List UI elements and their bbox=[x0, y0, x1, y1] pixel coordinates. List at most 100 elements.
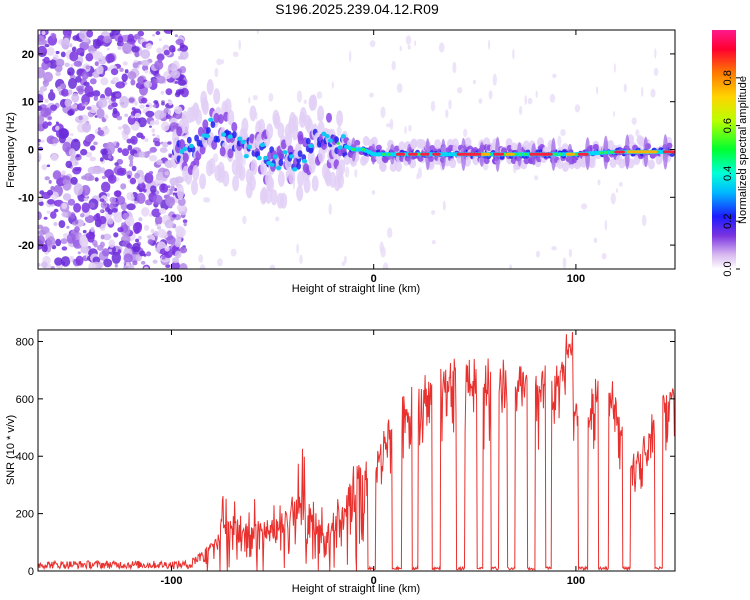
ridge-core bbox=[276, 165, 282, 171]
noise-blob bbox=[102, 43, 106, 46]
ridge-hot bbox=[480, 152, 491, 156]
faint-blob bbox=[343, 255, 347, 264]
faint-blob bbox=[404, 126, 407, 135]
faint-blob bbox=[349, 50, 352, 63]
colorbar-tick-label: 0.4 bbox=[722, 166, 734, 181]
ridge-blob bbox=[232, 175, 240, 192]
ridge-blob bbox=[280, 192, 288, 209]
noise-blob bbox=[81, 71, 89, 80]
noise-blob bbox=[116, 142, 120, 146]
noise-blob bbox=[64, 62, 70, 67]
ridge-blob bbox=[588, 158, 596, 169]
faint-blob bbox=[593, 237, 598, 244]
noise-blob bbox=[156, 134, 160, 139]
noise-blob bbox=[62, 193, 72, 201]
noise-blob bbox=[111, 208, 118, 213]
noise-blob bbox=[166, 230, 172, 237]
ridge-core bbox=[337, 145, 343, 150]
noise-blob bbox=[147, 239, 154, 245]
ridge-blob bbox=[288, 168, 296, 185]
ridge-core bbox=[240, 139, 246, 145]
noise-blob bbox=[61, 211, 69, 218]
noise-blob bbox=[121, 222, 125, 226]
noise-blob bbox=[136, 192, 146, 204]
noise-blob bbox=[134, 172, 141, 179]
ridge-blob bbox=[206, 127, 211, 134]
ridge-core bbox=[308, 143, 314, 149]
noise-blob bbox=[150, 228, 155, 234]
noise-blob bbox=[179, 44, 189, 52]
noise-blob bbox=[133, 201, 139, 205]
ridge-blob bbox=[303, 177, 311, 194]
ridge-blob bbox=[227, 109, 235, 126]
noise-blob bbox=[60, 51, 66, 58]
noise-blob bbox=[137, 117, 147, 128]
noise-blob bbox=[138, 235, 142, 240]
ridge-blob bbox=[647, 159, 655, 170]
noise-blob bbox=[84, 173, 93, 181]
noise-blob bbox=[55, 238, 62, 247]
faint-blob bbox=[574, 104, 581, 113]
faint-blob bbox=[431, 239, 436, 245]
noise-blob bbox=[89, 156, 97, 162]
noise-blob bbox=[38, 143, 41, 146]
faint-blob bbox=[256, 30, 259, 35]
noise-blob bbox=[165, 114, 171, 119]
faint-blob bbox=[405, 35, 412, 45]
noise-blob bbox=[133, 153, 138, 158]
ridge-blob bbox=[655, 154, 663, 165]
ridge-blob bbox=[297, 134, 304, 145]
noise-blob bbox=[125, 262, 130, 267]
noise-blob bbox=[171, 261, 180, 269]
noise-blob bbox=[140, 49, 151, 59]
noise-blob bbox=[101, 181, 111, 193]
noise-blob bbox=[142, 64, 149, 72]
faint-blob bbox=[641, 214, 647, 227]
noise-blob bbox=[114, 263, 119, 268]
noise-blob bbox=[85, 151, 93, 158]
noise-blob bbox=[83, 197, 89, 201]
noise-blob bbox=[67, 109, 74, 116]
ridge-core bbox=[340, 134, 346, 139]
ridge-blob bbox=[222, 170, 230, 187]
noise-blob bbox=[44, 176, 50, 181]
faint-blob bbox=[269, 264, 276, 269]
y-tick-label: 600 bbox=[16, 394, 34, 406]
noise-blob bbox=[117, 45, 122, 50]
noise-blob bbox=[85, 134, 94, 143]
noise-blob bbox=[130, 79, 136, 86]
noise-blob bbox=[126, 192, 134, 201]
noise-blob bbox=[50, 266, 55, 269]
faint-blob bbox=[641, 86, 644, 97]
ridge-blob bbox=[334, 136, 339, 144]
noise-blob bbox=[46, 236, 56, 248]
ridge-core bbox=[256, 155, 262, 161]
noise-blob bbox=[144, 224, 150, 231]
ridge-hot bbox=[541, 152, 553, 156]
noise-blob bbox=[144, 138, 149, 142]
noise-blob bbox=[178, 89, 185, 95]
ridge-hot bbox=[662, 150, 675, 154]
faint-blob bbox=[299, 254, 303, 264]
faint-blob bbox=[552, 73, 557, 79]
noise-blob bbox=[120, 183, 127, 190]
noise-blob bbox=[71, 46, 77, 53]
faint-blob bbox=[534, 175, 539, 181]
noise-blob bbox=[68, 89, 73, 95]
noise-blob bbox=[43, 216, 48, 220]
noise-blob bbox=[165, 196, 176, 207]
ridge-blob bbox=[176, 126, 183, 137]
noise-blob bbox=[145, 110, 155, 118]
faint-blob bbox=[407, 44, 411, 50]
noise-blob bbox=[103, 35, 112, 44]
faint-blob bbox=[623, 83, 627, 93]
noise-blob bbox=[146, 251, 152, 257]
colorbar-tick-label: 0.8 bbox=[722, 70, 734, 85]
noise-blob bbox=[174, 81, 178, 84]
ridge-blob bbox=[240, 127, 248, 144]
faint-blob bbox=[214, 67, 219, 78]
faint-blob bbox=[452, 61, 457, 74]
noise-blob bbox=[132, 242, 141, 253]
noise-blob bbox=[38, 224, 44, 230]
